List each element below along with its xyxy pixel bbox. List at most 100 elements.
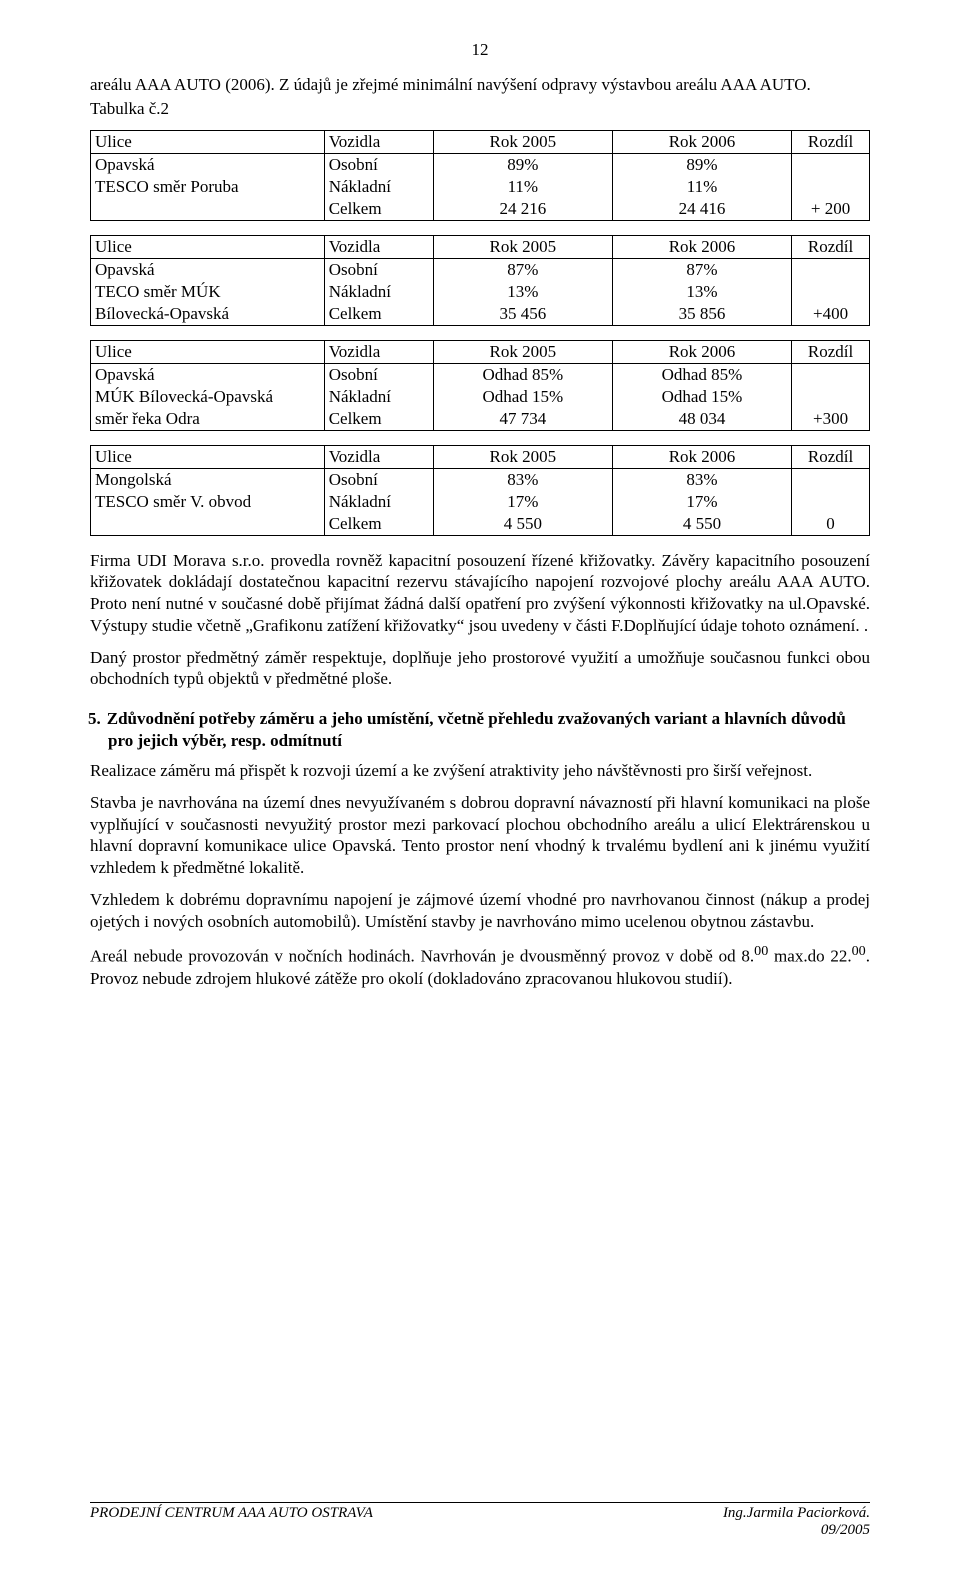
cell [91, 198, 325, 221]
table-3: Ulice Vozidla Rok 2005 Rok 2006 Rozdíl O… [90, 340, 870, 431]
table-1: Ulice Vozidla Rok 2005 Rok 2006 Rozdíl O… [90, 130, 870, 221]
cell: Osobní [324, 363, 433, 386]
page-footer: PRODEJNÍ CENTRUM AAA AUTO OSTRAVA Ing.Ja… [90, 1502, 870, 1539]
para-1: Firma UDI Morava s.r.o. provedla rovněž … [90, 550, 870, 637]
cell: Nákladní [324, 176, 433, 198]
table-row: Mongolská Osobní 83% 83% [91, 468, 870, 491]
cell: 17% [612, 491, 791, 513]
cell: 87% [612, 258, 791, 281]
intro-para-1: areálu AAA AUTO (2006). Z údajů je zřejm… [90, 74, 870, 96]
cell: Osobní [324, 153, 433, 176]
cell: Opavská [91, 153, 325, 176]
cell: 24 416 [612, 198, 791, 221]
th-vozidla: Vozidla [324, 340, 433, 363]
cell: MÚK Bílovecká-Opavská [91, 386, 325, 408]
cell: TESCO směr Poruba [91, 176, 325, 198]
cell: 13% [433, 281, 612, 303]
cell: Mongolská [91, 468, 325, 491]
th-2005: Rok 2005 [433, 340, 612, 363]
cell: Odhad 15% [612, 386, 791, 408]
cell: 11% [612, 176, 791, 198]
section-5-heading: 5.Zdůvodnění potřeby záměru a jeho umíst… [108, 708, 870, 752]
cell: Nákladní [324, 281, 433, 303]
cell: +300 [792, 408, 870, 431]
table-row: Bílovecká-Opavská Celkem 35 456 35 856 +… [91, 303, 870, 326]
para-6-segment-b: max.do 22. [768, 947, 851, 966]
cell [792, 468, 870, 491]
cell: Bílovecká-Opavská [91, 303, 325, 326]
table-row: Ulice Vozidla Rok 2005 Rok 2006 Rozdíl [91, 130, 870, 153]
cell: Celkem [324, 303, 433, 326]
cell: TESCO směr V. obvod [91, 491, 325, 513]
cell: Odhad 85% [433, 363, 612, 386]
th-ulice: Ulice [91, 340, 325, 363]
table-row: MÚK Bílovecká-Opavská Nákladní Odhad 15%… [91, 386, 870, 408]
table-row: TESCO směr V. obvod Nákladní 17% 17% [91, 491, 870, 513]
cell: 4 550 [433, 513, 612, 536]
para-4: Stavba je navrhována na území dnes nevyu… [90, 792, 870, 879]
cell: 35 856 [612, 303, 791, 326]
cell: Nákladní [324, 386, 433, 408]
th-2005: Rok 2005 [433, 445, 612, 468]
table-row: Ulice Vozidla Rok 2005 Rok 2006 Rozdíl [91, 235, 870, 258]
page-number: 12 [90, 40, 870, 60]
th-2006: Rok 2006 [612, 235, 791, 258]
cell: 35 456 [433, 303, 612, 326]
cell: 89% [612, 153, 791, 176]
cell: Odhad 15% [433, 386, 612, 408]
th-vozidla: Vozidla [324, 130, 433, 153]
th-2006: Rok 2006 [612, 340, 791, 363]
cell [792, 258, 870, 281]
cell: TECO směr MÚK [91, 281, 325, 303]
footer-left: PRODEJNÍ CENTRUM AAA AUTO OSTRAVA [90, 1505, 373, 1522]
sup-1: 00 [754, 943, 768, 959]
cell: 17% [433, 491, 612, 513]
table-row: TESCO směr Poruba Nákladní 11% 11% [91, 176, 870, 198]
cell: 47 734 [433, 408, 612, 431]
th-2006: Rok 2006 [612, 445, 791, 468]
th-vozidla: Vozidla [324, 445, 433, 468]
th-rozdil: Rozdíl [792, 340, 870, 363]
th-2005: Rok 2005 [433, 130, 612, 153]
th-rozdil: Rozdíl [792, 445, 870, 468]
para-3: Realizace záměru má přispět k rozvoji úz… [90, 760, 870, 782]
cell: Osobní [324, 258, 433, 281]
cell: + 200 [792, 198, 870, 221]
table-row: Opavská Osobní 89% 89% [91, 153, 870, 176]
th-vozidla: Vozidla [324, 235, 433, 258]
table-row: směr řeka Odra Celkem 47 734 48 034 +300 [91, 408, 870, 431]
cell: 4 550 [612, 513, 791, 536]
sup-2: 00 [852, 943, 866, 959]
th-ulice: Ulice [91, 235, 325, 258]
cell: Celkem [324, 408, 433, 431]
th-rozdil: Rozdíl [792, 130, 870, 153]
cell: Celkem [324, 198, 433, 221]
table-row: Celkem 24 216 24 416 + 200 [91, 198, 870, 221]
cell: Opavská [91, 258, 325, 281]
cell [792, 176, 870, 198]
table-row: Opavská Osobní Odhad 85% Odhad 85% [91, 363, 870, 386]
cell: +400 [792, 303, 870, 326]
cell [792, 386, 870, 408]
para-5: Vzhledem k dobrému dopravnímu napojení j… [90, 889, 870, 933]
cell [792, 491, 870, 513]
cell: Odhad 85% [612, 363, 791, 386]
cell: 11% [433, 176, 612, 198]
section-5-title: Zdůvodnění potřeby záměru a jeho umístěn… [107, 709, 846, 750]
cell: 48 034 [612, 408, 791, 431]
th-ulice: Ulice [91, 130, 325, 153]
table-row: Celkem 4 550 4 550 0 [91, 513, 870, 536]
cell: 24 216 [433, 198, 612, 221]
intro-tabulka-label: Tabulka č.2 [90, 98, 870, 120]
th-ulice: Ulice [91, 445, 325, 468]
table-row: Opavská Osobní 87% 87% [91, 258, 870, 281]
cell: Osobní [324, 468, 433, 491]
th-rozdil: Rozdíl [792, 235, 870, 258]
cell: 87% [433, 258, 612, 281]
table-2: Ulice Vozidla Rok 2005 Rok 2006 Rozdíl O… [90, 235, 870, 326]
cell: Celkem [324, 513, 433, 536]
para-6-segment-a: Areál nebude provozován v nočních hodiná… [90, 947, 754, 966]
cell [792, 153, 870, 176]
table-4: Ulice Vozidla Rok 2005 Rok 2006 Rozdíl M… [90, 445, 870, 536]
cell [792, 363, 870, 386]
